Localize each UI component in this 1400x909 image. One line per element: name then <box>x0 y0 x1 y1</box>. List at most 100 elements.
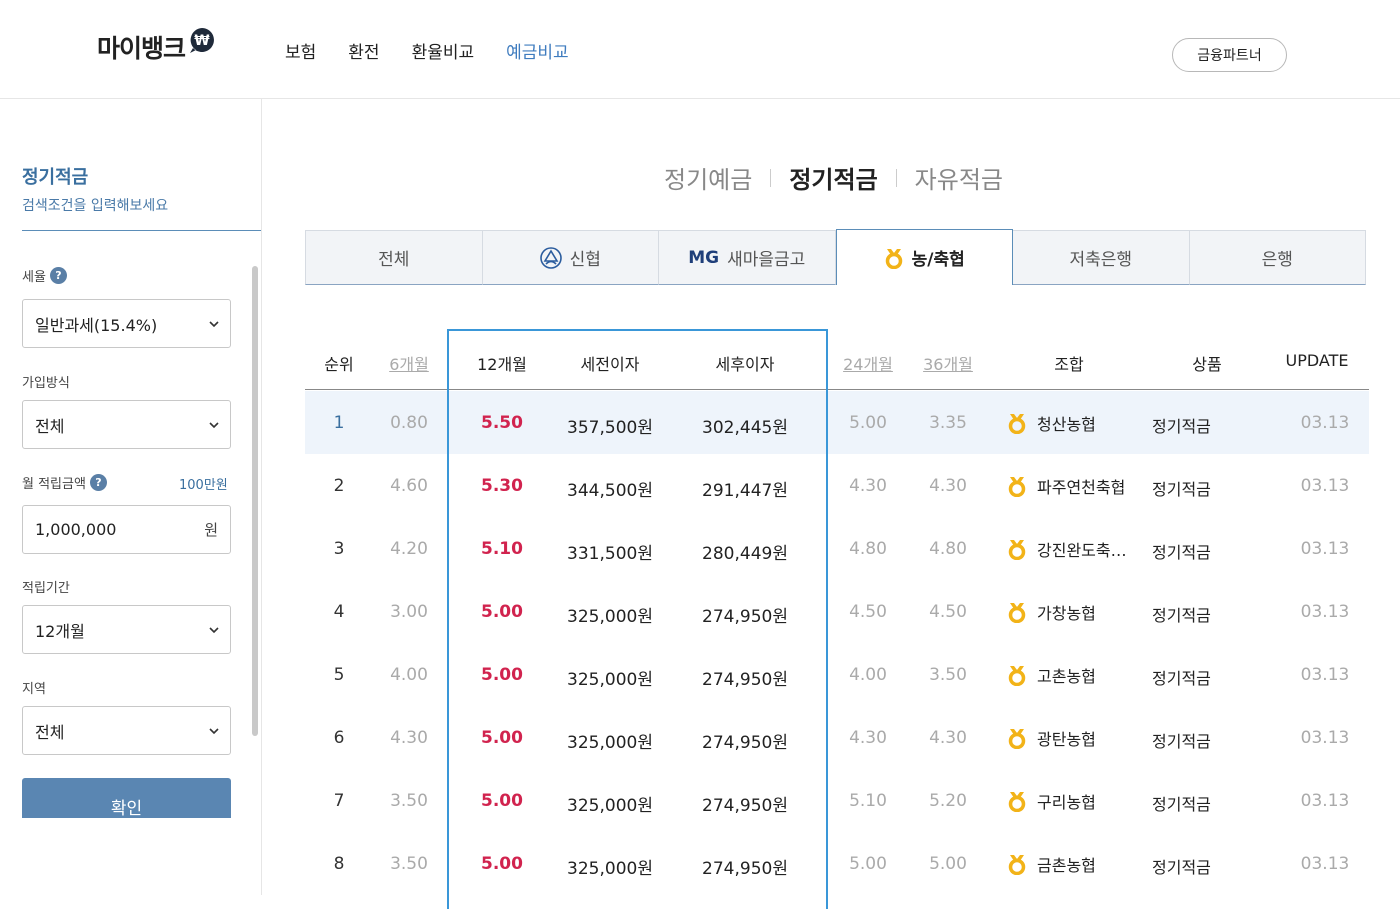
row-pre-tax: 331,500원 <box>567 544 653 564</box>
tax-help-icon[interactable]: ? <box>49 267 67 284</box>
table-row[interactable]: 2 4.60 5.30 344,500원 291,447원 4.30 4.30 … <box>305 454 1369 517</box>
row-pre-tax: 325,000원 <box>567 796 653 816</box>
row-coop[interactable]: 파주연천축협 <box>1007 474 1125 498</box>
row-coop-name: 파주연천축협 <box>1037 478 1126 497</box>
row-12m: 5.10 <box>481 539 523 559</box>
table-row[interactable]: 1 0.80 5.50 357,500원 302,445원 5.00 3.35 … <box>305 391 1369 454</box>
sidebar-scrollbar[interactable] <box>252 266 258 736</box>
tab-bank[interactable]: 은행 <box>1189 230 1366 285</box>
row-product[interactable]: 정기적금 <box>1152 795 1211 814</box>
row-36m: 4.30 <box>929 728 967 748</box>
nh-icon <box>1008 540 1026 560</box>
row-coop[interactable]: 금촌농협 <box>1007 852 1096 876</box>
table-row[interactable]: 5 4.00 5.00 325,000원 274,950원 4.00 3.50 … <box>305 643 1369 706</box>
row-coop[interactable]: 강진완도축… <box>1007 537 1127 561</box>
row-post-tax: 302,445원 <box>702 418 788 438</box>
row-pre-tax: 325,000원 <box>567 607 653 627</box>
tab-free-savings[interactable]: 자유적금 <box>914 166 1003 194</box>
row-coop[interactable]: 가창농협 <box>1007 600 1096 624</box>
header-24m[interactable]: 24개월 <box>843 355 893 374</box>
nav-insurance[interactable]: 보험 <box>285 43 317 63</box>
table-row[interactable]: 3 4.20 5.10 331,500원 280,449원 4.80 4.80 … <box>305 517 1369 580</box>
tab-nonghyup[interactable]: 농/축협 <box>835 229 1013 285</box>
tax-label-text: 세율 <box>22 270 46 285</box>
row-6m: 3.50 <box>390 854 428 874</box>
join-label: 가입방식 <box>22 376 70 391</box>
row-update: 03.13 <box>1300 413 1350 433</box>
tab-installment-savings[interactable]: 정기적금 <box>789 166 878 194</box>
nav-exchange-compare[interactable]: 환율비교 <box>411 43 475 63</box>
monthly-help-icon[interactable]: ? <box>89 474 107 491</box>
nav-exchange[interactable]: 환전 <box>348 43 380 63</box>
row-36m: 4.50 <box>929 602 967 622</box>
row-pre-tax: 325,000원 <box>567 670 653 690</box>
logo-bubble-icon: ₩ <box>190 28 214 53</box>
header-product: 상품 <box>1192 355 1222 374</box>
tab-all[interactable]: 전체 <box>305 230 483 285</box>
row-product[interactable]: 정기적금 <box>1152 543 1211 562</box>
row-6m: 0.80 <box>390 413 428 433</box>
join-method-select[interactable]: 전체 <box>22 400 231 449</box>
header-12m[interactable]: 12개월 <box>477 355 527 374</box>
monthly-amount-input[interactable]: 1,000,000 원 <box>22 505 231 554</box>
row-update: 03.13 <box>1300 728 1350 748</box>
header-6m[interactable]: 6개월 <box>389 355 429 374</box>
row-post-tax: 280,449원 <box>702 544 788 564</box>
row-24m: 4.80 <box>849 539 887 559</box>
row-36m: 3.50 <box>929 665 967 685</box>
nh-icon <box>1008 855 1026 875</box>
header-36m[interactable]: 36개월 <box>923 355 973 374</box>
row-post-tax: 274,950원 <box>702 733 788 753</box>
row-product[interactable]: 정기적금 <box>1152 606 1211 625</box>
period-label: 적립기간 <box>22 581 70 596</box>
row-rank: 5 <box>333 665 345 685</box>
row-update: 03.13 <box>1300 791 1350 811</box>
table-row[interactable]: 6 4.30 5.00 325,000원 274,950원 4.30 4.30 … <box>305 706 1369 769</box>
row-rank: 1 <box>333 413 345 433</box>
row-post-tax: 274,950원 <box>702 859 788 879</box>
tab-savings-bank[interactable]: 저축은행 <box>1013 230 1190 285</box>
row-update: 03.13 <box>1300 665 1350 685</box>
row-product[interactable]: 정기적금 <box>1152 669 1211 688</box>
row-product[interactable]: 정기적금 <box>1152 417 1211 436</box>
row-post-tax: 291,447원 <box>702 481 788 501</box>
row-pre-tax: 344,500원 <box>567 481 653 501</box>
rate-table-header: 순위 6개월 12개월 세전이자 세후이자 24개월 36개월 조합 상품 UP… <box>305 329 1369 390</box>
confirm-button[interactable]: 확인 <box>22 778 231 818</box>
nav-deposit-compare[interactable]: 예금비교 <box>506 43 569 63</box>
header-rank: 순위 <box>324 355 354 374</box>
row-product[interactable]: 정기적금 <box>1152 858 1211 877</box>
tab-saemaeul-label: 새마을금고 <box>727 250 806 270</box>
row-coop-name: 광탄농협 <box>1037 730 1096 749</box>
tab-saemaeul[interactable]: MG 새마을금고 <box>659 230 836 285</box>
row-product[interactable]: 정기적금 <box>1152 480 1211 499</box>
row-coop[interactable]: 광탄농협 <box>1007 726 1096 750</box>
financial-partner-button[interactable]: 금융파트너 <box>1172 38 1287 72</box>
period-select[interactable]: 12개월 <box>22 605 231 654</box>
row-update: 03.13 <box>1300 854 1350 874</box>
row-coop[interactable]: 구리농협 <box>1007 789 1096 813</box>
table-row[interactable]: 4 3.00 5.00 325,000원 274,950원 4.50 4.50 … <box>305 580 1369 643</box>
tab-credit-union[interactable]: 신협 <box>482 230 659 285</box>
row-coop[interactable]: 청산농협 <box>1007 411 1096 435</box>
row-24m: 5.00 <box>849 854 887 874</box>
sidebar-title: 정기적금 <box>22 167 89 188</box>
row-12m: 5.00 <box>481 728 523 748</box>
tab-fixed-deposit[interactable]: 정기예금 <box>664 166 753 194</box>
logo[interactable]: 마이뱅크 ₩ <box>97 25 216 65</box>
table-row[interactable]: 8 3.50 5.00 325,000원 274,950원 5.00 5.00 … <box>305 832 1369 895</box>
row-coop-name: 금촌농협 <box>1037 856 1096 875</box>
row-36m: 5.00 <box>929 854 967 874</box>
table-row[interactable]: 7 3.50 5.00 325,000원 274,950원 5.10 5.20 … <box>305 769 1369 832</box>
row-36m: 3.35 <box>929 413 967 433</box>
region-select[interactable]: 전체 <box>22 706 231 755</box>
row-6m: 4.20 <box>390 539 428 559</box>
sidebar-divider <box>22 230 261 231</box>
row-post-tax: 274,950원 <box>702 607 788 627</box>
row-product[interactable]: 정기적금 <box>1152 732 1211 751</box>
row-coop[interactable]: 고촌농협 <box>1007 663 1096 687</box>
row-24m: 4.50 <box>849 602 887 622</box>
row-12m: 5.00 <box>481 665 523 685</box>
svg-text:₩: ₩ <box>194 33 210 49</box>
tax-select[interactable]: 일반과세(15.4%) <box>22 299 231 348</box>
